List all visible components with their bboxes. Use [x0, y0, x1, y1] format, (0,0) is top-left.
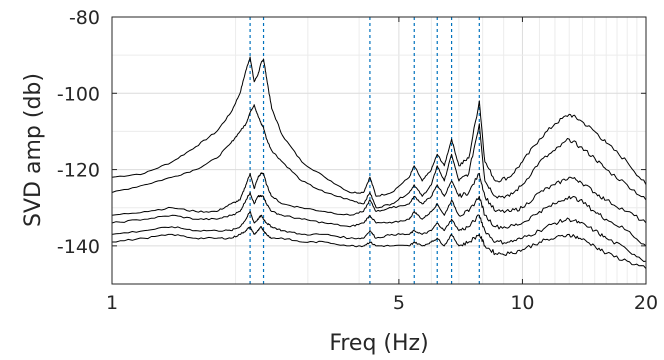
y-tick-label: -100	[57, 83, 100, 105]
series-line-1	[111, 56, 647, 197]
y-tick-label: -80	[69, 7, 100, 29]
x-tick-label: 5	[393, 292, 405, 314]
series-line-6	[112, 226, 647, 270]
series-line-2	[111, 104, 647, 209]
x-tick-label: 1	[106, 292, 118, 314]
peak-markers	[249, 17, 480, 284]
x-tick-label: 10	[510, 292, 534, 314]
tick-marks	[111, 16, 647, 284]
plot-frame	[111, 16, 647, 285]
y-tick-label: -140	[57, 236, 100, 258]
y-tick-labels: -80 -100 -120 -140	[57, 7, 100, 258]
x-axis-title: Freq (Hz)	[329, 331, 428, 356]
plot-background	[112, 17, 646, 284]
x-tick-label: 20	[634, 292, 658, 314]
y-tick-label: -120	[57, 160, 100, 182]
y-axis-title: SVD amp (db)	[21, 73, 46, 227]
series-line-4	[111, 192, 647, 247]
series-line-5	[111, 211, 647, 262]
x-tick-labels: 1 5 10 20	[106, 292, 658, 314]
series-line-3	[111, 172, 647, 224]
series-lines	[111, 56, 647, 270]
grid-lines	[112, 16, 646, 285]
